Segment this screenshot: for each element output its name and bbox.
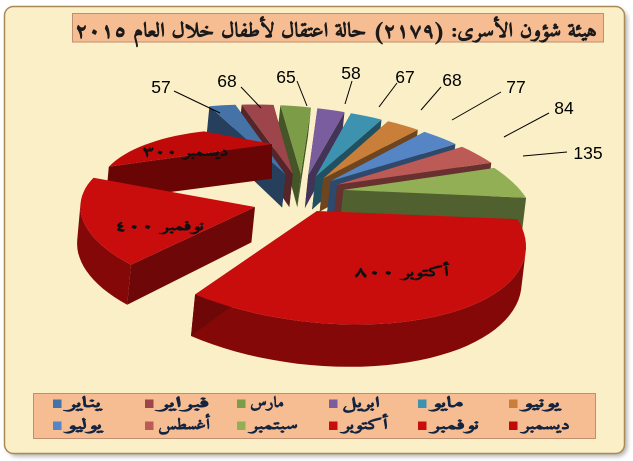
- svg-text:135: 135: [573, 143, 602, 163]
- svg-text:68: 68: [442, 70, 461, 90]
- svg-text:77: 77: [506, 77, 525, 97]
- svg-text:67: 67: [395, 67, 414, 87]
- svg-text:84: 84: [554, 98, 574, 118]
- svg-text:65: 65: [276, 67, 295, 87]
- svg-text:57: 57: [151, 77, 170, 97]
- svg-text:58: 58: [341, 63, 360, 83]
- svg-text:68: 68: [217, 71, 236, 91]
